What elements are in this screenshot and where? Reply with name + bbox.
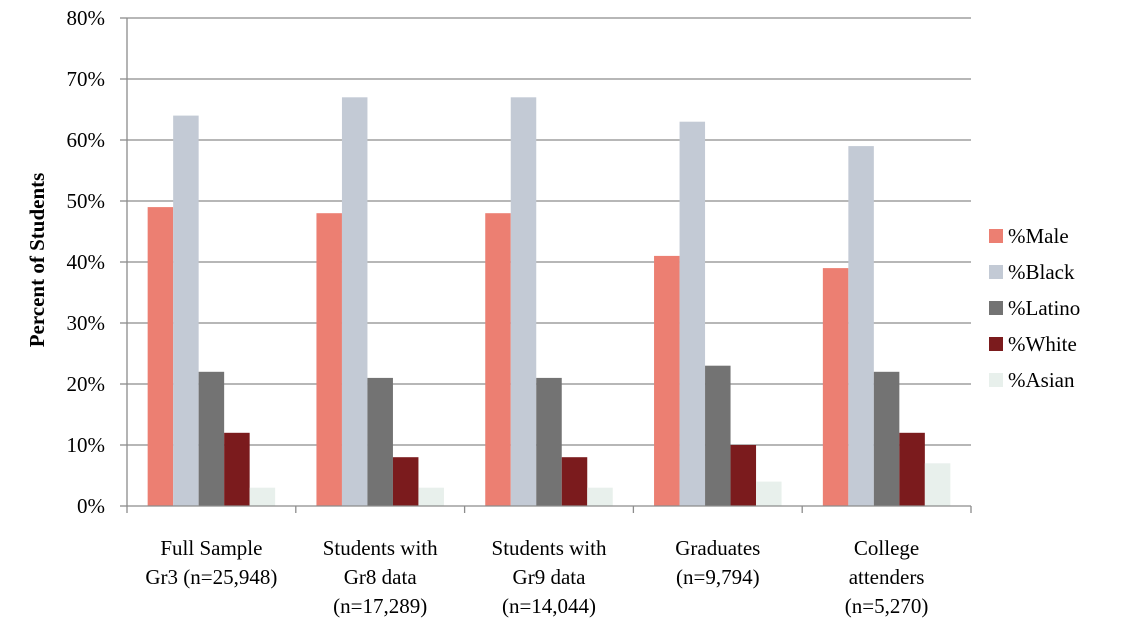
y-tick-label: 50% bbox=[67, 189, 106, 213]
bar-latino bbox=[367, 377, 393, 506]
y-tick-label: 0% bbox=[77, 494, 105, 518]
x-tick-label: Full Sample Gr3 (n=25,948) bbox=[145, 536, 277, 589]
bar-white bbox=[899, 432, 925, 506]
legend-label: %Male bbox=[1008, 224, 1069, 248]
axes bbox=[120, 17, 972, 513]
bar-black bbox=[173, 115, 199, 506]
bar-white bbox=[561, 457, 588, 506]
bars bbox=[147, 97, 951, 507]
bar-latino bbox=[873, 371, 900, 506]
y-tick-label: 10% bbox=[67, 433, 106, 457]
y-tick-label: 70% bbox=[67, 67, 106, 91]
bar-latino bbox=[198, 371, 225, 506]
y-tick-label: 20% bbox=[67, 372, 106, 396]
bar-asian bbox=[924, 463, 951, 506]
x-tick-label: Students with Gr9 data (n=14,044) bbox=[492, 536, 607, 618]
bar-asian bbox=[587, 487, 613, 506]
gridlines bbox=[127, 17, 971, 446]
bar-white bbox=[392, 457, 419, 506]
x-tick-label: Graduates (n=9,794) bbox=[675, 536, 760, 589]
legend-swatch bbox=[989, 301, 1003, 315]
legend-swatch bbox=[989, 373, 1003, 387]
legend-label: %Latino bbox=[1008, 296, 1080, 320]
bar-black bbox=[848, 146, 874, 506]
y-tick-label: 60% bbox=[67, 128, 106, 152]
bar-black bbox=[679, 121, 706, 506]
x-tick-label: Students with Gr8 data (n=17,289) bbox=[323, 536, 438, 618]
legend-swatch bbox=[989, 337, 1003, 351]
x-tick-label: College attenders (n=5,270) bbox=[845, 536, 929, 618]
bar-black bbox=[341, 97, 368, 507]
y-tick-label: 40% bbox=[67, 250, 106, 274]
bar-asian bbox=[418, 487, 444, 506]
bar-latino bbox=[536, 377, 562, 506]
legend-label: %Asian bbox=[1008, 368, 1075, 392]
bar-latino bbox=[705, 365, 731, 506]
legend: %Male %Black %Latino %White %Asian bbox=[989, 224, 1080, 392]
y-tick-labels: 0% 10% 20% 30% 40% 50% 60% 70% 80% bbox=[67, 6, 106, 518]
y-tick-label: 30% bbox=[67, 311, 106, 335]
legend-swatch bbox=[989, 265, 1003, 279]
x-tick-labels: Full Sample Gr3 (n=25,948) Students with Gr… bbox=[145, 536, 928, 618]
bar-black bbox=[510, 97, 537, 507]
bar-male bbox=[654, 255, 680, 506]
y-tick-label: 80% bbox=[67, 6, 106, 30]
bar-asian bbox=[756, 481, 782, 506]
legend-swatch bbox=[989, 229, 1003, 243]
bar-male bbox=[485, 213, 511, 506]
y-axis-label: Percent of Students bbox=[25, 173, 49, 348]
legend-label: %White bbox=[1008, 332, 1077, 356]
bar-male bbox=[147, 207, 174, 506]
bar-asian bbox=[249, 487, 276, 506]
bar-male bbox=[316, 213, 342, 506]
bar-white bbox=[730, 445, 757, 506]
bar-white bbox=[224, 432, 250, 506]
bar-male bbox=[822, 268, 849, 506]
legend-label: %Black bbox=[1008, 260, 1075, 284]
